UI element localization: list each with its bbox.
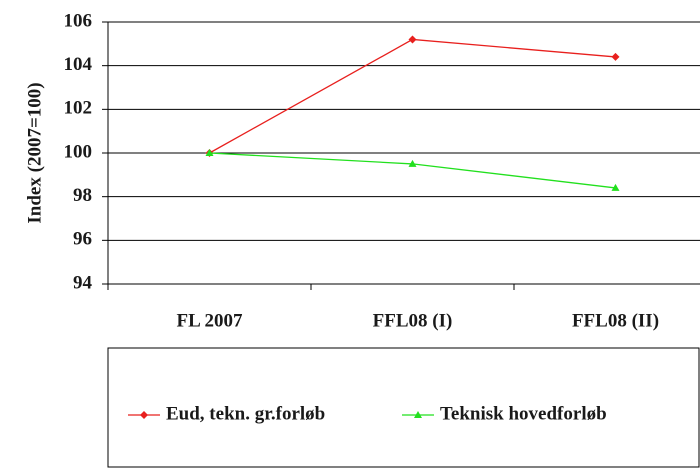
legend-box xyxy=(107,347,700,468)
point xyxy=(611,183,620,191)
series-line xyxy=(209,38,616,154)
y-tick-label: 94 xyxy=(73,272,93,293)
y-tick-label: 106 xyxy=(64,10,93,31)
y-tick-label: 98 xyxy=(73,185,92,206)
y-tick-label: 96 xyxy=(73,229,92,250)
y-tick-label: 104 xyxy=(64,54,93,75)
point xyxy=(205,149,214,156)
legend-marker xyxy=(414,411,422,418)
x-tick-label: FL 2007 xyxy=(177,310,243,331)
x-tick-label: FFL08 (II) xyxy=(572,310,659,331)
legend-marker xyxy=(140,411,148,419)
y-tick-label: 102 xyxy=(64,98,93,119)
y-tick-label: 100 xyxy=(64,141,93,162)
series-line xyxy=(209,152,616,189)
point xyxy=(611,52,620,61)
point xyxy=(408,159,417,167)
y-axis-label: Index (2007=100) xyxy=(24,82,45,223)
legend-label: Teknisk hovedforløb xyxy=(440,403,607,424)
legend-label: Eud, tekn. gr.forløb xyxy=(166,403,325,424)
point xyxy=(408,35,417,44)
x-tick-label: FFL08 (I) xyxy=(373,310,453,331)
